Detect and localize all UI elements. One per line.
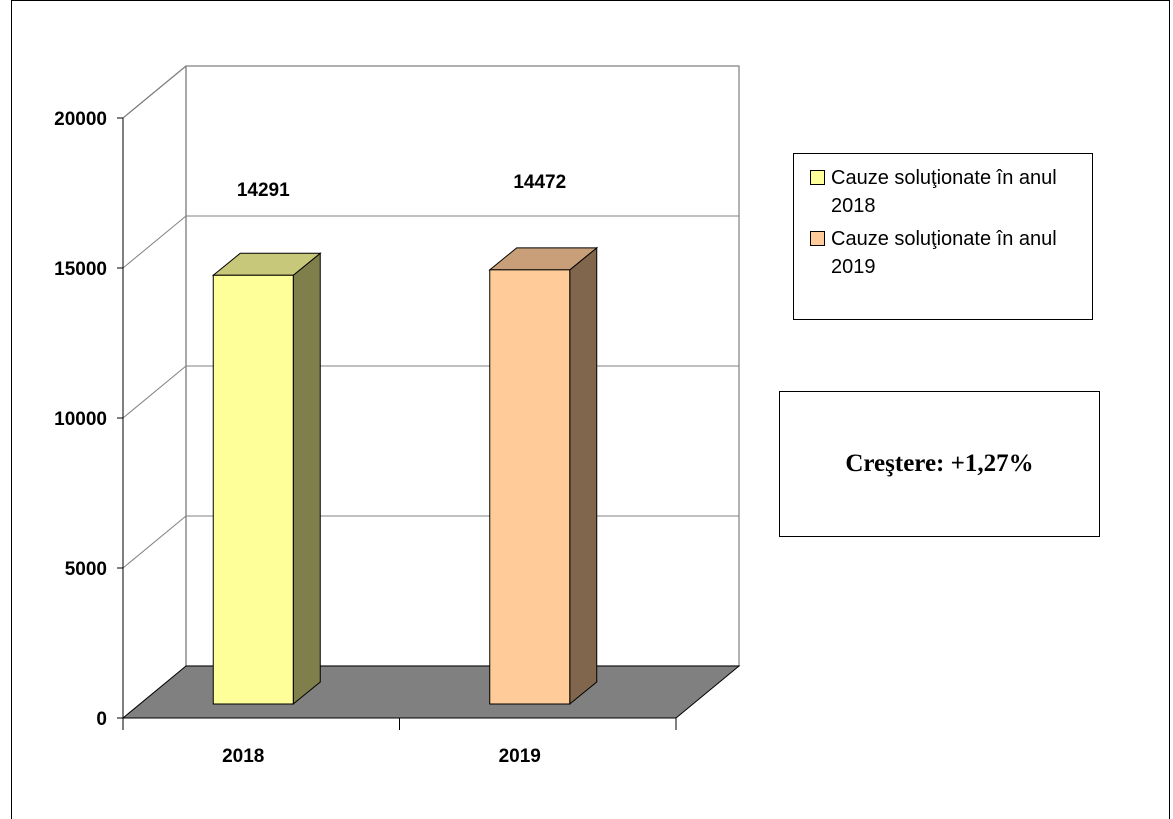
bar-side-2018 [292, 252, 321, 706]
chart-bars [211, 246, 599, 706]
gridline-side-15000 [122, 215, 187, 269]
legend-item-2018: Cauze soluţionate în anul 2018 [810, 164, 1084, 220]
gridline-side-20000 [122, 65, 187, 119]
data-label-2018: 14291 [237, 180, 290, 201]
data-label-2019: 14472 [513, 172, 566, 193]
y-tick-label-10000: 10000 [54, 409, 107, 430]
y-tick-label-15000: 15000 [54, 259, 107, 280]
growth-annotation-text: Creştere: +1,27% [845, 450, 1034, 477]
legend-swatch-2018 [810, 170, 825, 185]
chart-frame [11, 0, 1170, 819]
legend-label-2018: Cauze soluţionate în anul 2018 [831, 167, 1057, 217]
bar-2019 [489, 269, 571, 705]
chart-axes: 0 5000 10000 15000 20000 2018 2019 [54, 109, 677, 767]
y-tick-label-0: 0 [96, 709, 107, 730]
chart-legend: Cauze soluţionate în anul 2018 Cauze sol… [793, 153, 1093, 320]
bar-side-2019 [569, 246, 598, 706]
growth-annotation-box: Creştere: +1,27% [779, 391, 1100, 537]
bar-2018 [212, 274, 294, 705]
x-tick-label-2018: 2018 [222, 746, 264, 767]
x-tick-label-2019: 2019 [499, 746, 541, 767]
y-tick-label-20000: 20000 [54, 109, 107, 130]
chart-labels: 14291 14472 [237, 172, 566, 201]
y-tick-label-5000: 5000 [65, 559, 107, 580]
legend-swatch-2019 [810, 231, 825, 246]
legend-label-2019: Cauze soluţionate în anul 2019 [831, 228, 1057, 278]
gridline-side-5000 [122, 515, 187, 569]
legend-item-2019: Cauze soluţionate în anul 2019 [810, 225, 1084, 281]
gridline-side-10000 [122, 365, 187, 419]
